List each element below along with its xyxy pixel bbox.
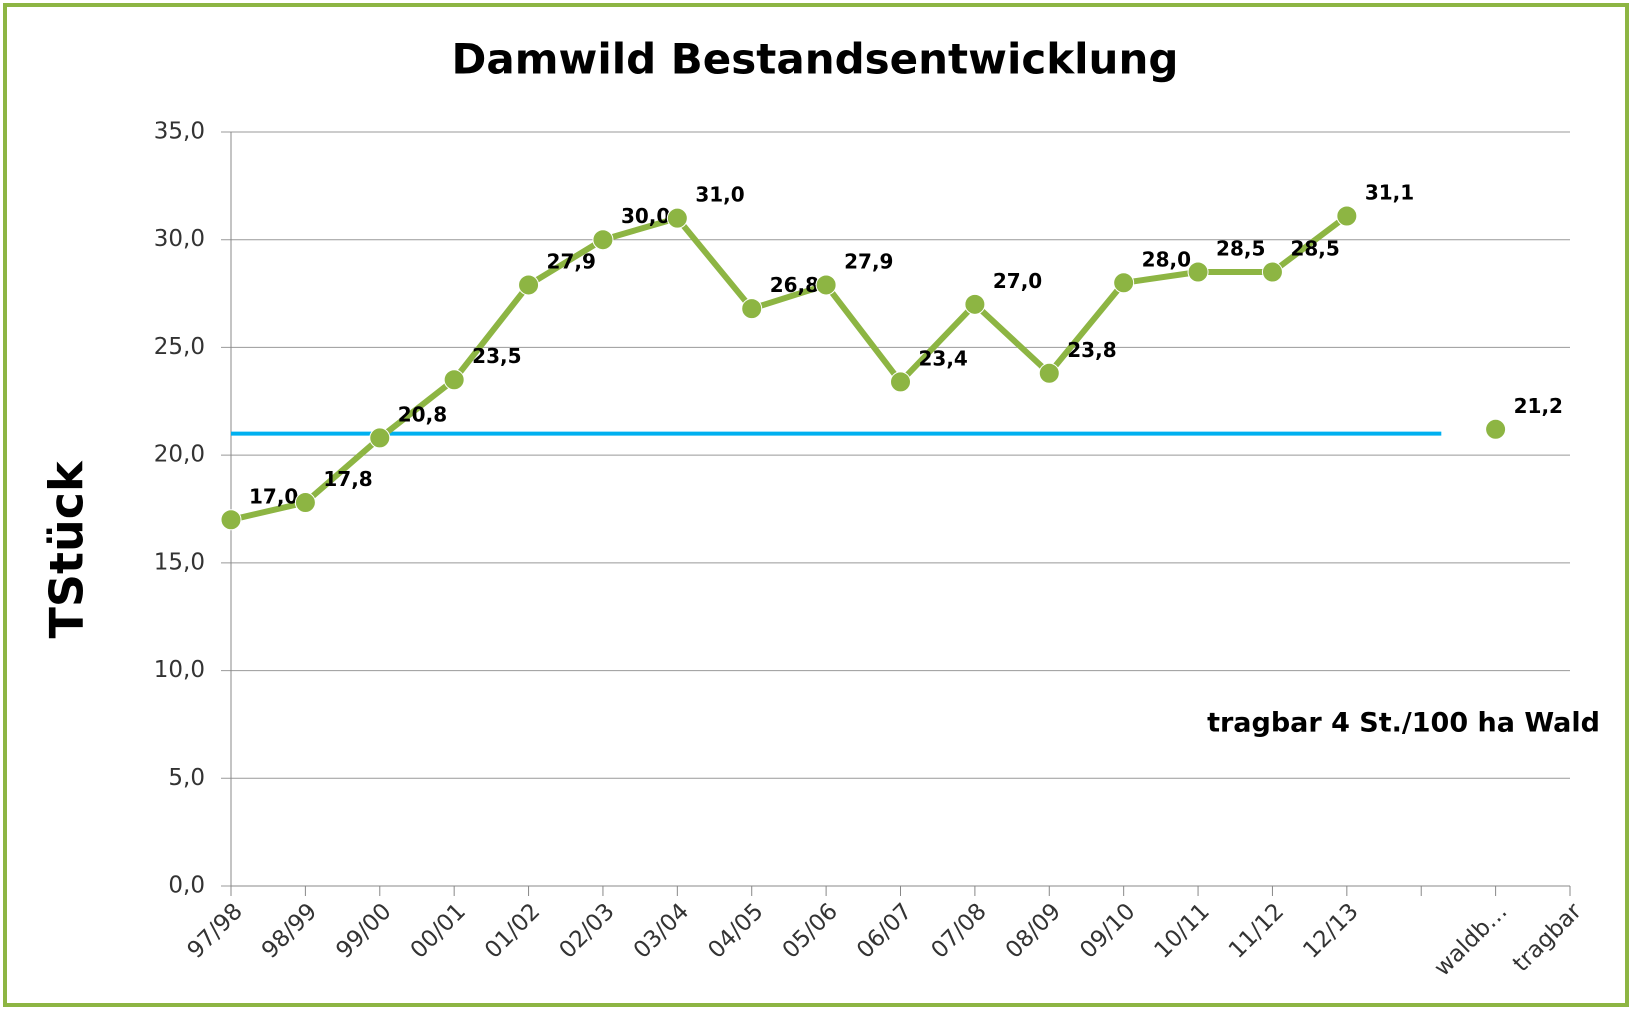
data-label: 28,0 [1142, 247, 1191, 271]
data-label: 28,5 [1216, 237, 1265, 261]
point [1113, 272, 1135, 294]
y-tick-label: 10,0 [154, 657, 205, 683]
y-axis-title: TStück [40, 460, 94, 639]
data-label: 23,4 [919, 346, 968, 370]
y-tick-label: 5,0 [168, 765, 205, 791]
chart-border [3, 3, 1629, 1007]
data-label: 27,9 [844, 249, 893, 273]
point [592, 229, 614, 251]
point [294, 492, 316, 514]
series-line [230, 213, 1349, 523]
point [964, 293, 986, 315]
annotation: tragbar 4 St./100 ha Wald [1207, 708, 1600, 739]
data-label: 17,8 [323, 467, 372, 491]
point [1187, 261, 1209, 283]
point [815, 274, 837, 296]
chart-title: Damwild Bestandsentwicklung [452, 35, 1179, 84]
y-tick-label: 30,0 [154, 226, 205, 252]
point [1261, 261, 1283, 283]
point [369, 427, 391, 449]
point [741, 298, 763, 320]
data-label: 31,0 [695, 183, 744, 207]
data-label: 28,5 [1290, 237, 1339, 261]
point [1485, 418, 1507, 440]
point [443, 369, 465, 391]
point [1038, 362, 1060, 384]
point [890, 371, 911, 393]
point [518, 274, 540, 296]
data-label: 23,8 [1067, 338, 1116, 362]
y-tick-label: 35,0 [154, 119, 205, 145]
point [1336, 205, 1358, 227]
data-label: 31,1 [1365, 181, 1414, 205]
y-tick-label: 25,0 [154, 334, 205, 360]
data-label: 27,0 [993, 269, 1042, 293]
y-tick-label: 15,0 [154, 549, 205, 575]
data-label: 27,9 [547, 249, 596, 273]
data-label: 21,2 [1514, 394, 1563, 418]
data-label: 20,8 [398, 402, 447, 426]
y-tick-label: 20,0 [154, 442, 205, 468]
data-label: 17,0 [249, 484, 298, 508]
y-tick-label: 0,0 [168, 873, 205, 899]
point [220, 509, 242, 531]
data-label: 26,8 [770, 273, 819, 297]
data-label: 30,0 [621, 204, 670, 228]
point [666, 207, 688, 229]
data-label: 23,5 [472, 344, 521, 368]
